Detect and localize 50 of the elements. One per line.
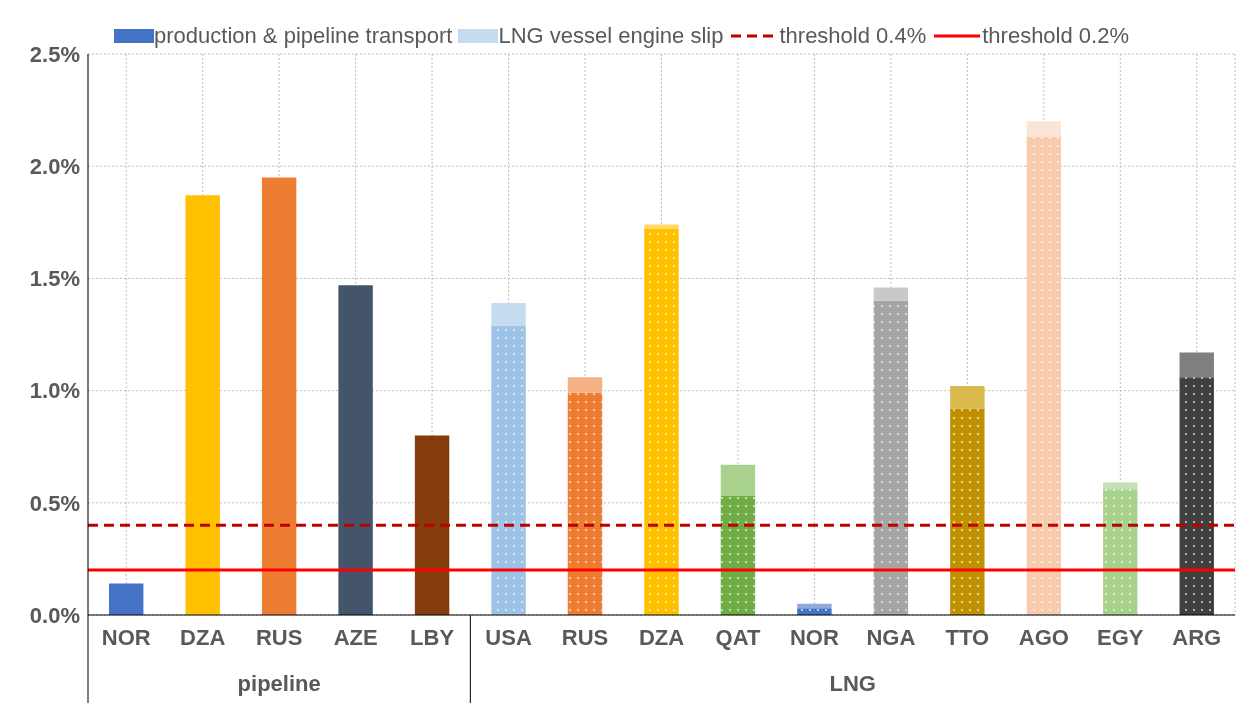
y-tick-label: 1.5%	[29, 266, 80, 292]
x-tick-label: RUS	[255, 625, 303, 650]
x-tick-label: LBY	[410, 625, 455, 650]
bar	[950, 386, 985, 409]
legend-label: threshold 0.4%	[779, 23, 927, 49]
x-tick-label: EGY	[1097, 625, 1144, 650]
legend-label: production & pipeline transport	[154, 23, 453, 49]
x-tick-label: DZA	[638, 625, 685, 650]
bar	[261, 177, 297, 615]
x-tick-label: NOR	[789, 625, 839, 650]
bar	[873, 300, 909, 615]
y-tick-label: 1.0%	[29, 378, 80, 404]
x-tick-label: NGA	[866, 625, 916, 650]
bar	[414, 435, 450, 615]
bar	[567, 377, 603, 393]
bar	[185, 195, 220, 615]
bar	[720, 496, 756, 615]
bar	[109, 583, 144, 615]
text: LNG	[829, 671, 876, 696]
x-tick-label: ARG	[1172, 625, 1222, 650]
x-tick-label: USA	[485, 625, 532, 650]
bar	[1103, 489, 1138, 615]
bar	[491, 325, 526, 615]
x-tick-label: DZA	[180, 625, 226, 650]
x-tick-label: AZE	[333, 625, 378, 650]
x-tick-label: RUS	[561, 625, 609, 650]
bar	[644, 224, 679, 230]
bar	[797, 608, 832, 615]
bar	[567, 392, 603, 615]
bar	[491, 303, 526, 326]
y-tick-label: 0.0%	[29, 602, 80, 628]
y-tick-label: 2.0%	[29, 154, 80, 180]
legend-label: LNG vessel engine slip	[498, 23, 724, 49]
bar	[1179, 377, 1214, 615]
bar	[720, 464, 756, 497]
bar	[797, 603, 832, 609]
bar	[1026, 137, 1062, 615]
x-tick-label: NOR	[101, 625, 151, 650]
text: pipeline	[237, 671, 321, 696]
bar	[1179, 352, 1214, 378]
x-tick-label: AGO	[1018, 625, 1069, 650]
x-tick-label: TTO	[945, 625, 990, 650]
legend-label: threshold 0.2%	[982, 23, 1129, 49]
bar	[950, 408, 985, 615]
y-tick-label: 0.5%	[29, 490, 80, 516]
bar	[644, 229, 679, 615]
bar	[1026, 121, 1062, 138]
x-tick-label: QAT	[715, 625, 761, 650]
bar	[338, 285, 373, 615]
y-tick-label: 2.5%	[29, 41, 80, 67]
